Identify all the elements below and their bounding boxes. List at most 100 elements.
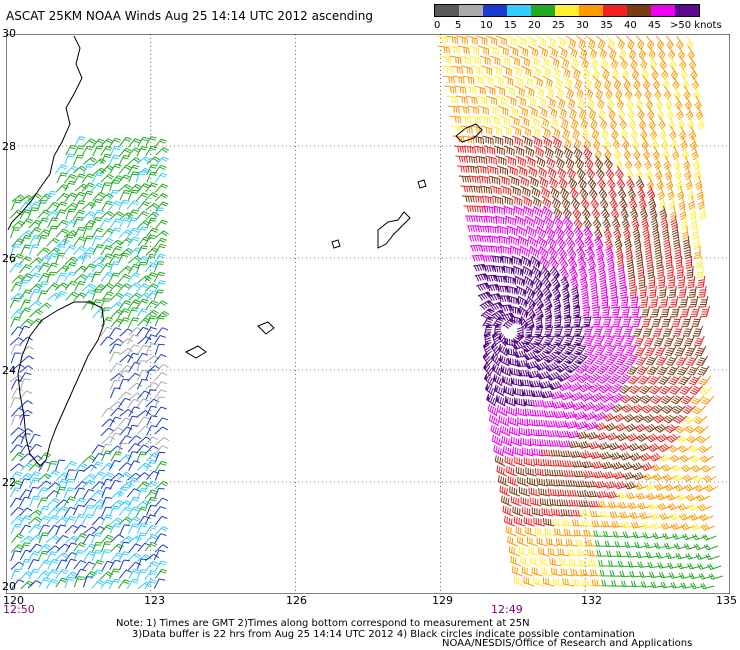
wind-barb bbox=[109, 253, 121, 265]
wind-barb bbox=[657, 265, 664, 280]
wind-barb bbox=[548, 255, 559, 270]
wind-barb bbox=[699, 455, 714, 463]
wind-barb bbox=[615, 354, 628, 366]
wind-barb bbox=[685, 355, 698, 366]
wind-barb bbox=[621, 135, 630, 150]
wind-barb bbox=[441, 65, 454, 74]
wind-barb bbox=[534, 85, 545, 98]
wind-barb bbox=[559, 265, 569, 281]
wind-barb bbox=[519, 55, 530, 67]
wind-barb bbox=[63, 506, 76, 517]
wind-barb bbox=[539, 439, 552, 447]
wind-barb bbox=[91, 541, 103, 553]
wind-barb bbox=[516, 35, 527, 47]
wind-barb bbox=[539, 55, 550, 68]
wind-barb bbox=[108, 401, 123, 410]
wind-barb bbox=[437, 45, 450, 54]
lat-label: 22 bbox=[2, 476, 16, 489]
wind-barb bbox=[663, 85, 672, 100]
wind-barb bbox=[46, 271, 57, 283]
wind-barb bbox=[119, 426, 133, 436]
wind-barb bbox=[137, 201, 150, 211]
wind-barb bbox=[656, 105, 665, 120]
wind-barb bbox=[620, 521, 635, 529]
wind-barb bbox=[658, 375, 672, 386]
wind-barb bbox=[55, 499, 70, 508]
wind-barb bbox=[694, 484, 709, 492]
wind-barb bbox=[655, 255, 663, 270]
wind-barb bbox=[20, 462, 34, 472]
wind-barb bbox=[457, 45, 470, 55]
wind-barb bbox=[622, 225, 631, 241]
wind-barb bbox=[73, 226, 86, 238]
wind-barb bbox=[136, 425, 151, 435]
wind-barb bbox=[37, 302, 52, 311]
wind-barb bbox=[100, 146, 113, 156]
wind-barb bbox=[588, 500, 602, 508]
wind-barb bbox=[145, 300, 159, 310]
wind-barb bbox=[517, 45, 529, 57]
wind-barb bbox=[664, 345, 677, 357]
wind-barb bbox=[690, 305, 700, 318]
wind-barb bbox=[572, 519, 585, 527]
wind-barb bbox=[100, 138, 114, 148]
wind-barb bbox=[155, 147, 170, 156]
wind-barb bbox=[573, 215, 583, 230]
wind-barb bbox=[684, 95, 692, 111]
wind-barb bbox=[90, 461, 103, 472]
wind-barb bbox=[549, 390, 565, 400]
wind-barb bbox=[650, 295, 659, 308]
wind-barb bbox=[594, 155, 604, 170]
wind-barb bbox=[81, 190, 94, 202]
wind-barb bbox=[128, 183, 142, 193]
wind-barb bbox=[546, 371, 561, 381]
wind-barb bbox=[546, 537, 558, 547]
wind-barb bbox=[672, 474, 687, 482]
wind-barb bbox=[668, 285, 677, 299]
wind-barb bbox=[648, 115, 656, 130]
wind-barb bbox=[622, 471, 637, 480]
wind-barb bbox=[54, 290, 67, 301]
wind-barb bbox=[490, 342, 501, 357]
wind-barb bbox=[10, 463, 24, 472]
wind-barb bbox=[481, 195, 494, 204]
wind-barb bbox=[650, 522, 665, 530]
wind-barb bbox=[659, 454, 674, 462]
wind-barb bbox=[127, 344, 140, 355]
wind-barb bbox=[653, 414, 668, 424]
wind-barb bbox=[81, 211, 96, 220]
wind-barb bbox=[655, 35, 665, 50]
wind-barb bbox=[532, 343, 547, 354]
wind-barb bbox=[692, 405, 706, 415]
wind-barb bbox=[463, 145, 476, 154]
wind-barb bbox=[582, 75, 592, 89]
wind-barb bbox=[553, 344, 567, 356]
wind-barb bbox=[146, 425, 158, 436]
wind-barb bbox=[20, 273, 34, 283]
wind-barb bbox=[145, 136, 157, 147]
wind-barb bbox=[642, 473, 657, 481]
wind-barb bbox=[525, 360, 540, 370]
wind-barb bbox=[494, 455, 506, 467]
lat-label: 30 bbox=[2, 27, 16, 40]
wind-barb bbox=[565, 538, 578, 547]
lon-label: 135 bbox=[716, 594, 737, 607]
wind-barb bbox=[617, 105, 626, 120]
legend-swatch bbox=[579, 5, 603, 16]
wind-barb bbox=[577, 175, 587, 190]
wind-barb bbox=[92, 145, 104, 157]
wind-barb bbox=[580, 195, 590, 210]
wind-barb bbox=[580, 65, 591, 79]
wind-barb bbox=[687, 365, 700, 376]
wind-barb bbox=[480, 125, 492, 135]
map-title: ASCAT 25KM NOAA Winds Aug 25 14:14 UTC 2… bbox=[6, 9, 373, 23]
wind-barb bbox=[623, 413, 638, 423]
wind-barb bbox=[136, 261, 147, 273]
wind-barb bbox=[536, 478, 549, 487]
wind-barb bbox=[562, 519, 575, 527]
wind-barb bbox=[37, 217, 49, 229]
wind-barb bbox=[638, 115, 647, 130]
wind-barb bbox=[537, 429, 551, 437]
wind-barb bbox=[582, 315, 592, 328]
wind-barb bbox=[691, 315, 702, 327]
